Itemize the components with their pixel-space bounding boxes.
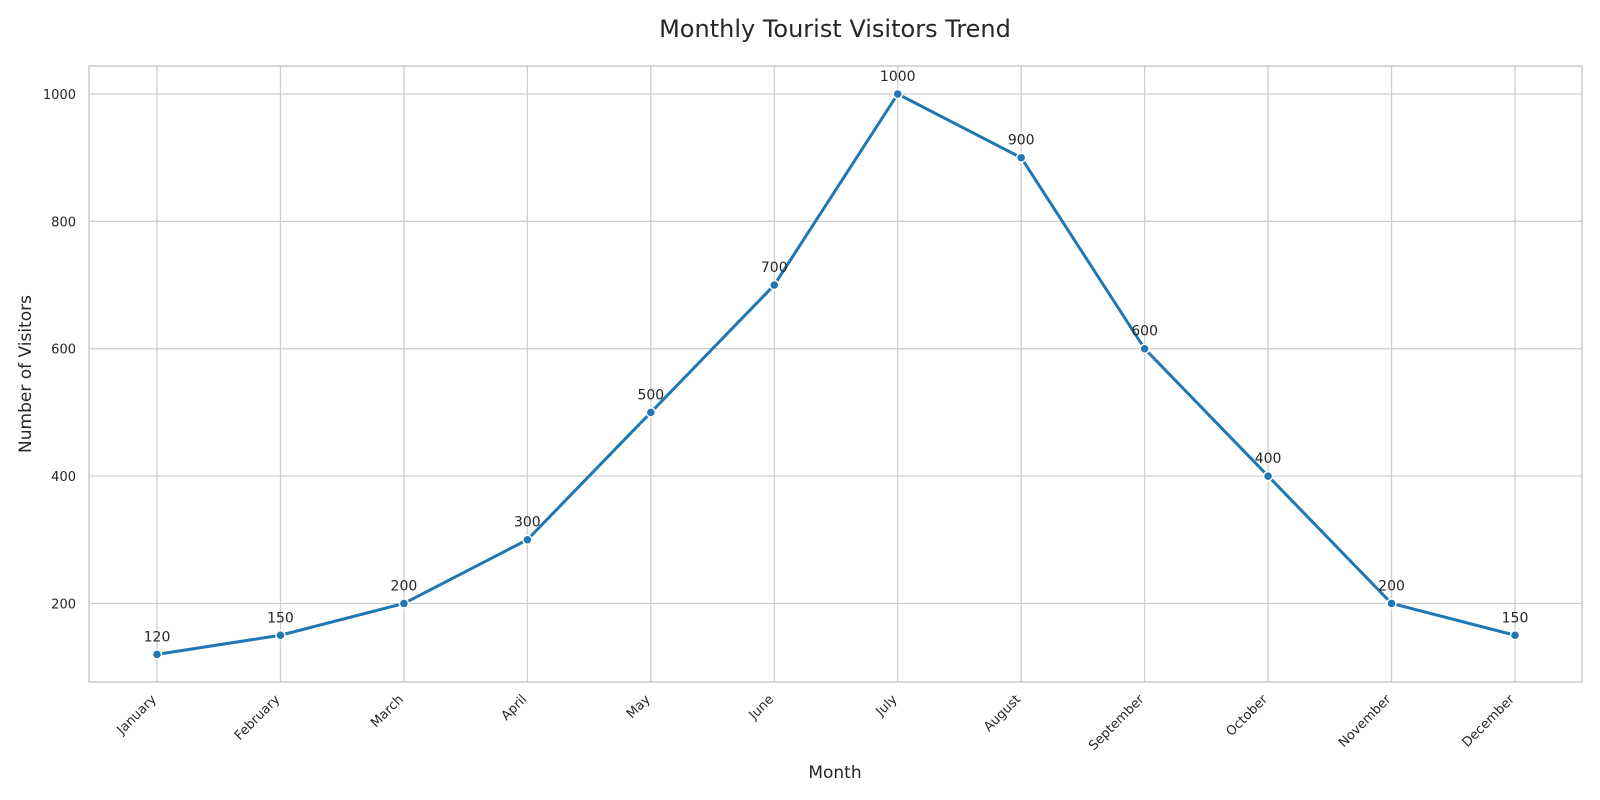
- data-point-marker: [1015, 152, 1027, 163]
- data-point-label: 200: [1378, 578, 1405, 594]
- data-point-label: 900: [1008, 133, 1035, 149]
- y-axis-ticks: 200 400 600 800 1000: [43, 88, 76, 612]
- data-point-marker: [1139, 343, 1150, 354]
- data-point-marker: [1262, 470, 1274, 482]
- data-point-marker: [645, 407, 657, 418]
- data-point-label: 500: [637, 387, 664, 403]
- data-point-label: 700: [761, 260, 788, 276]
- y-tick-label: 200: [51, 597, 76, 612]
- chart-title: Monthly Tourist Visitors Trend: [659, 15, 1011, 43]
- plot-area-border: [88, 65, 1583, 683]
- data-point-marker: [398, 598, 410, 609]
- data-points: [151, 88, 1521, 660]
- data-point-label: 200: [391, 578, 418, 594]
- data-point-label: 300: [514, 515, 541, 531]
- series-polyline: [155, 92, 1517, 656]
- data-labels: 120 150 200 300 500 700 1000 900 600 400 200 150: [144, 69, 1529, 645]
- y-tick-label: 1000: [43, 88, 76, 103]
- data-point-marker: [769, 279, 780, 291]
- data-point-marker: [1386, 598, 1397, 609]
- data-point-marker: [522, 534, 533, 545]
- data-point-label: 600: [1131, 324, 1158, 340]
- gridlines: [89, 66, 1582, 682]
- data-point-label: 150: [267, 610, 294, 626]
- y-tick-label: 600: [51, 343, 76, 358]
- data-point-label: 1000: [880, 69, 916, 85]
- data-point-label: 150: [1502, 610, 1529, 626]
- data-point-marker: [1509, 630, 1521, 641]
- y-axis-label: Number of Visitors: [16, 295, 36, 453]
- data-point-marker: [275, 630, 286, 641]
- data-point-marker: [151, 649, 163, 660]
- series-line: [155, 92, 1517, 656]
- data-point-marker: [892, 88, 903, 100]
- y-tick-label: 400: [51, 470, 76, 485]
- x-axis-label: Month: [808, 763, 861, 783]
- y-tick-label: 800: [51, 215, 76, 230]
- data-point-label: 400: [1255, 451, 1282, 467]
- data-point-label: 120: [144, 629, 171, 645]
